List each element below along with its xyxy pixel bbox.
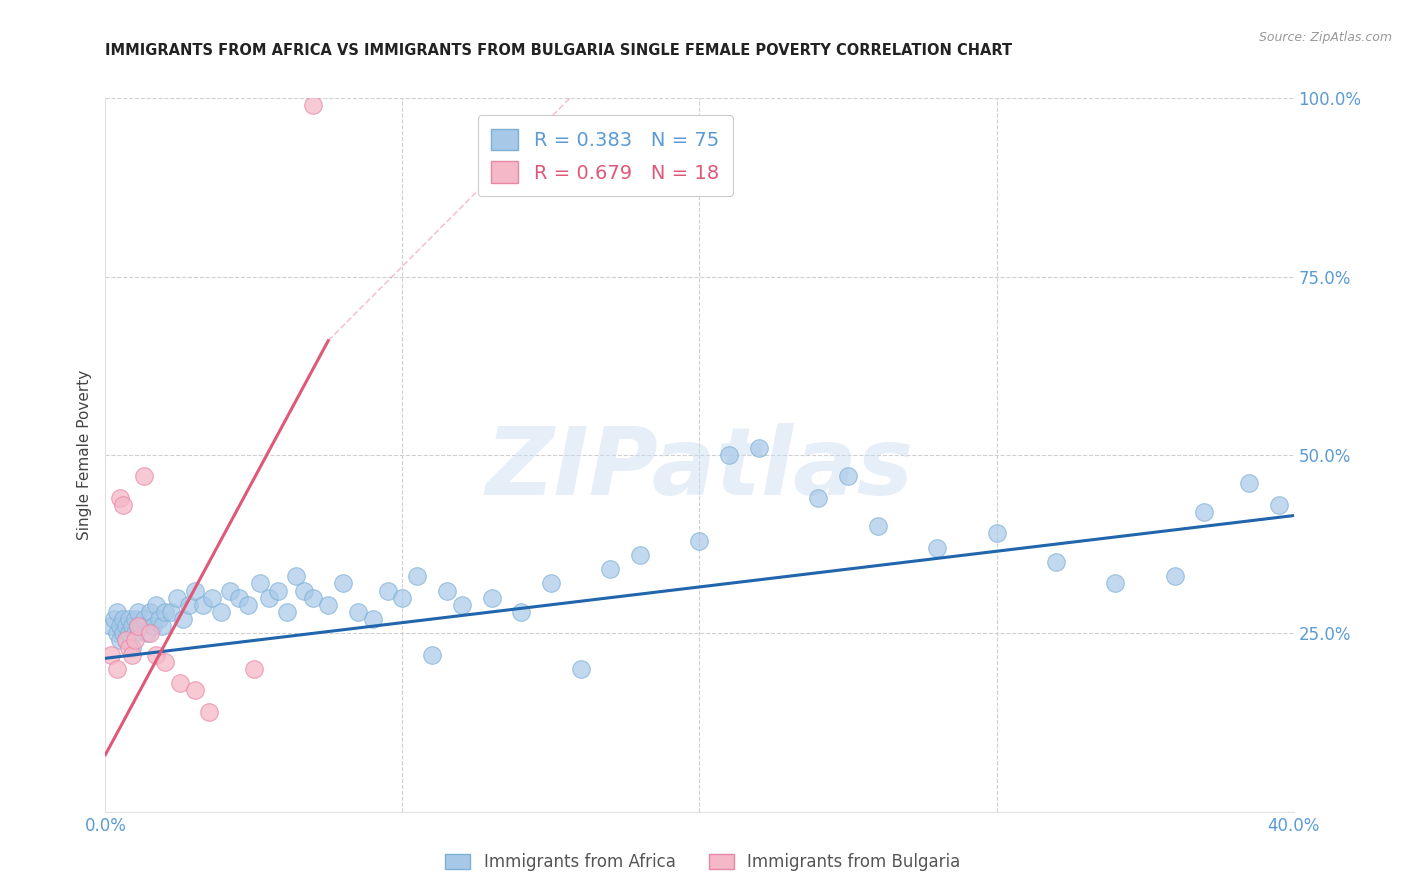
Point xyxy=(127,605,149,619)
Point xyxy=(986,526,1008,541)
Point xyxy=(148,612,170,626)
Point xyxy=(219,583,242,598)
Point xyxy=(142,619,165,633)
Point xyxy=(110,491,132,505)
Point xyxy=(257,591,280,605)
Point xyxy=(118,640,141,655)
Y-axis label: Single Female Poverty: Single Female Poverty xyxy=(76,370,91,540)
Point xyxy=(118,612,141,626)
Point xyxy=(124,633,146,648)
Point xyxy=(115,633,138,648)
Point xyxy=(927,541,949,555)
Point xyxy=(100,619,122,633)
Point xyxy=(748,441,770,455)
Point xyxy=(145,648,167,662)
Point xyxy=(436,583,458,598)
Point xyxy=(569,662,592,676)
Point xyxy=(105,662,128,676)
Point xyxy=(145,598,167,612)
Point xyxy=(112,612,135,626)
Point xyxy=(112,626,135,640)
Point xyxy=(420,648,443,662)
Point xyxy=(139,605,162,619)
Point xyxy=(105,605,128,619)
Point xyxy=(121,640,143,655)
Point xyxy=(153,605,176,619)
Point xyxy=(294,583,316,598)
Point xyxy=(121,648,143,662)
Point xyxy=(124,612,146,626)
Point xyxy=(115,619,138,633)
Point xyxy=(718,448,741,462)
Point xyxy=(110,619,132,633)
Point xyxy=(183,583,205,598)
Point xyxy=(139,626,162,640)
Point xyxy=(316,598,339,612)
Point xyxy=(1237,476,1260,491)
Point xyxy=(159,605,181,619)
Point xyxy=(112,498,135,512)
Point xyxy=(807,491,830,505)
Point xyxy=(276,605,298,619)
Point xyxy=(209,605,232,619)
Point xyxy=(628,548,651,562)
Point xyxy=(391,591,413,605)
Point xyxy=(481,591,503,605)
Point xyxy=(347,605,370,619)
Point xyxy=(1045,555,1067,569)
Point xyxy=(198,705,221,719)
Point xyxy=(1164,569,1187,583)
Legend: R = 0.383   N = 75, R = 0.679   N = 18: R = 0.383 N = 75, R = 0.679 N = 18 xyxy=(478,115,733,196)
Point xyxy=(267,583,290,598)
Point xyxy=(243,662,266,676)
Point xyxy=(236,598,259,612)
Point xyxy=(127,619,149,633)
Point xyxy=(201,591,224,605)
Point xyxy=(100,648,122,662)
Point xyxy=(124,626,146,640)
Point xyxy=(150,619,173,633)
Text: Source: ZipAtlas.com: Source: ZipAtlas.com xyxy=(1258,31,1392,45)
Point xyxy=(284,569,307,583)
Point xyxy=(332,576,354,591)
Point xyxy=(118,626,141,640)
Point xyxy=(1267,498,1289,512)
Point xyxy=(153,655,176,669)
Point xyxy=(177,598,200,612)
Point xyxy=(302,591,325,605)
Point xyxy=(1104,576,1126,591)
Point xyxy=(110,633,132,648)
Point xyxy=(406,569,429,583)
Legend: Immigrants from Africa, Immigrants from Bulgaria: Immigrants from Africa, Immigrants from … xyxy=(437,845,969,880)
Point xyxy=(510,605,533,619)
Point xyxy=(105,626,128,640)
Point xyxy=(132,469,155,483)
Point xyxy=(115,633,138,648)
Point xyxy=(361,612,384,626)
Point xyxy=(302,98,325,112)
Point xyxy=(132,612,155,626)
Point xyxy=(866,519,889,533)
Point xyxy=(377,583,399,598)
Point xyxy=(121,619,143,633)
Point xyxy=(540,576,562,591)
Point xyxy=(450,598,472,612)
Point xyxy=(166,591,188,605)
Text: IMMIGRANTS FROM AFRICA VS IMMIGRANTS FROM BULGARIA SINGLE FEMALE POVERTY CORRELA: IMMIGRANTS FROM AFRICA VS IMMIGRANTS FRO… xyxy=(105,43,1012,58)
Point xyxy=(103,612,125,626)
Point xyxy=(1194,505,1216,519)
Point xyxy=(129,619,152,633)
Point xyxy=(689,533,711,548)
Point xyxy=(136,626,159,640)
Point xyxy=(169,676,191,690)
Point xyxy=(599,562,621,576)
Text: ZIPatlas: ZIPatlas xyxy=(485,423,914,516)
Point xyxy=(127,619,149,633)
Point xyxy=(228,591,250,605)
Point xyxy=(837,469,859,483)
Point xyxy=(183,683,205,698)
Point xyxy=(193,598,215,612)
Point xyxy=(172,612,194,626)
Point xyxy=(249,576,271,591)
